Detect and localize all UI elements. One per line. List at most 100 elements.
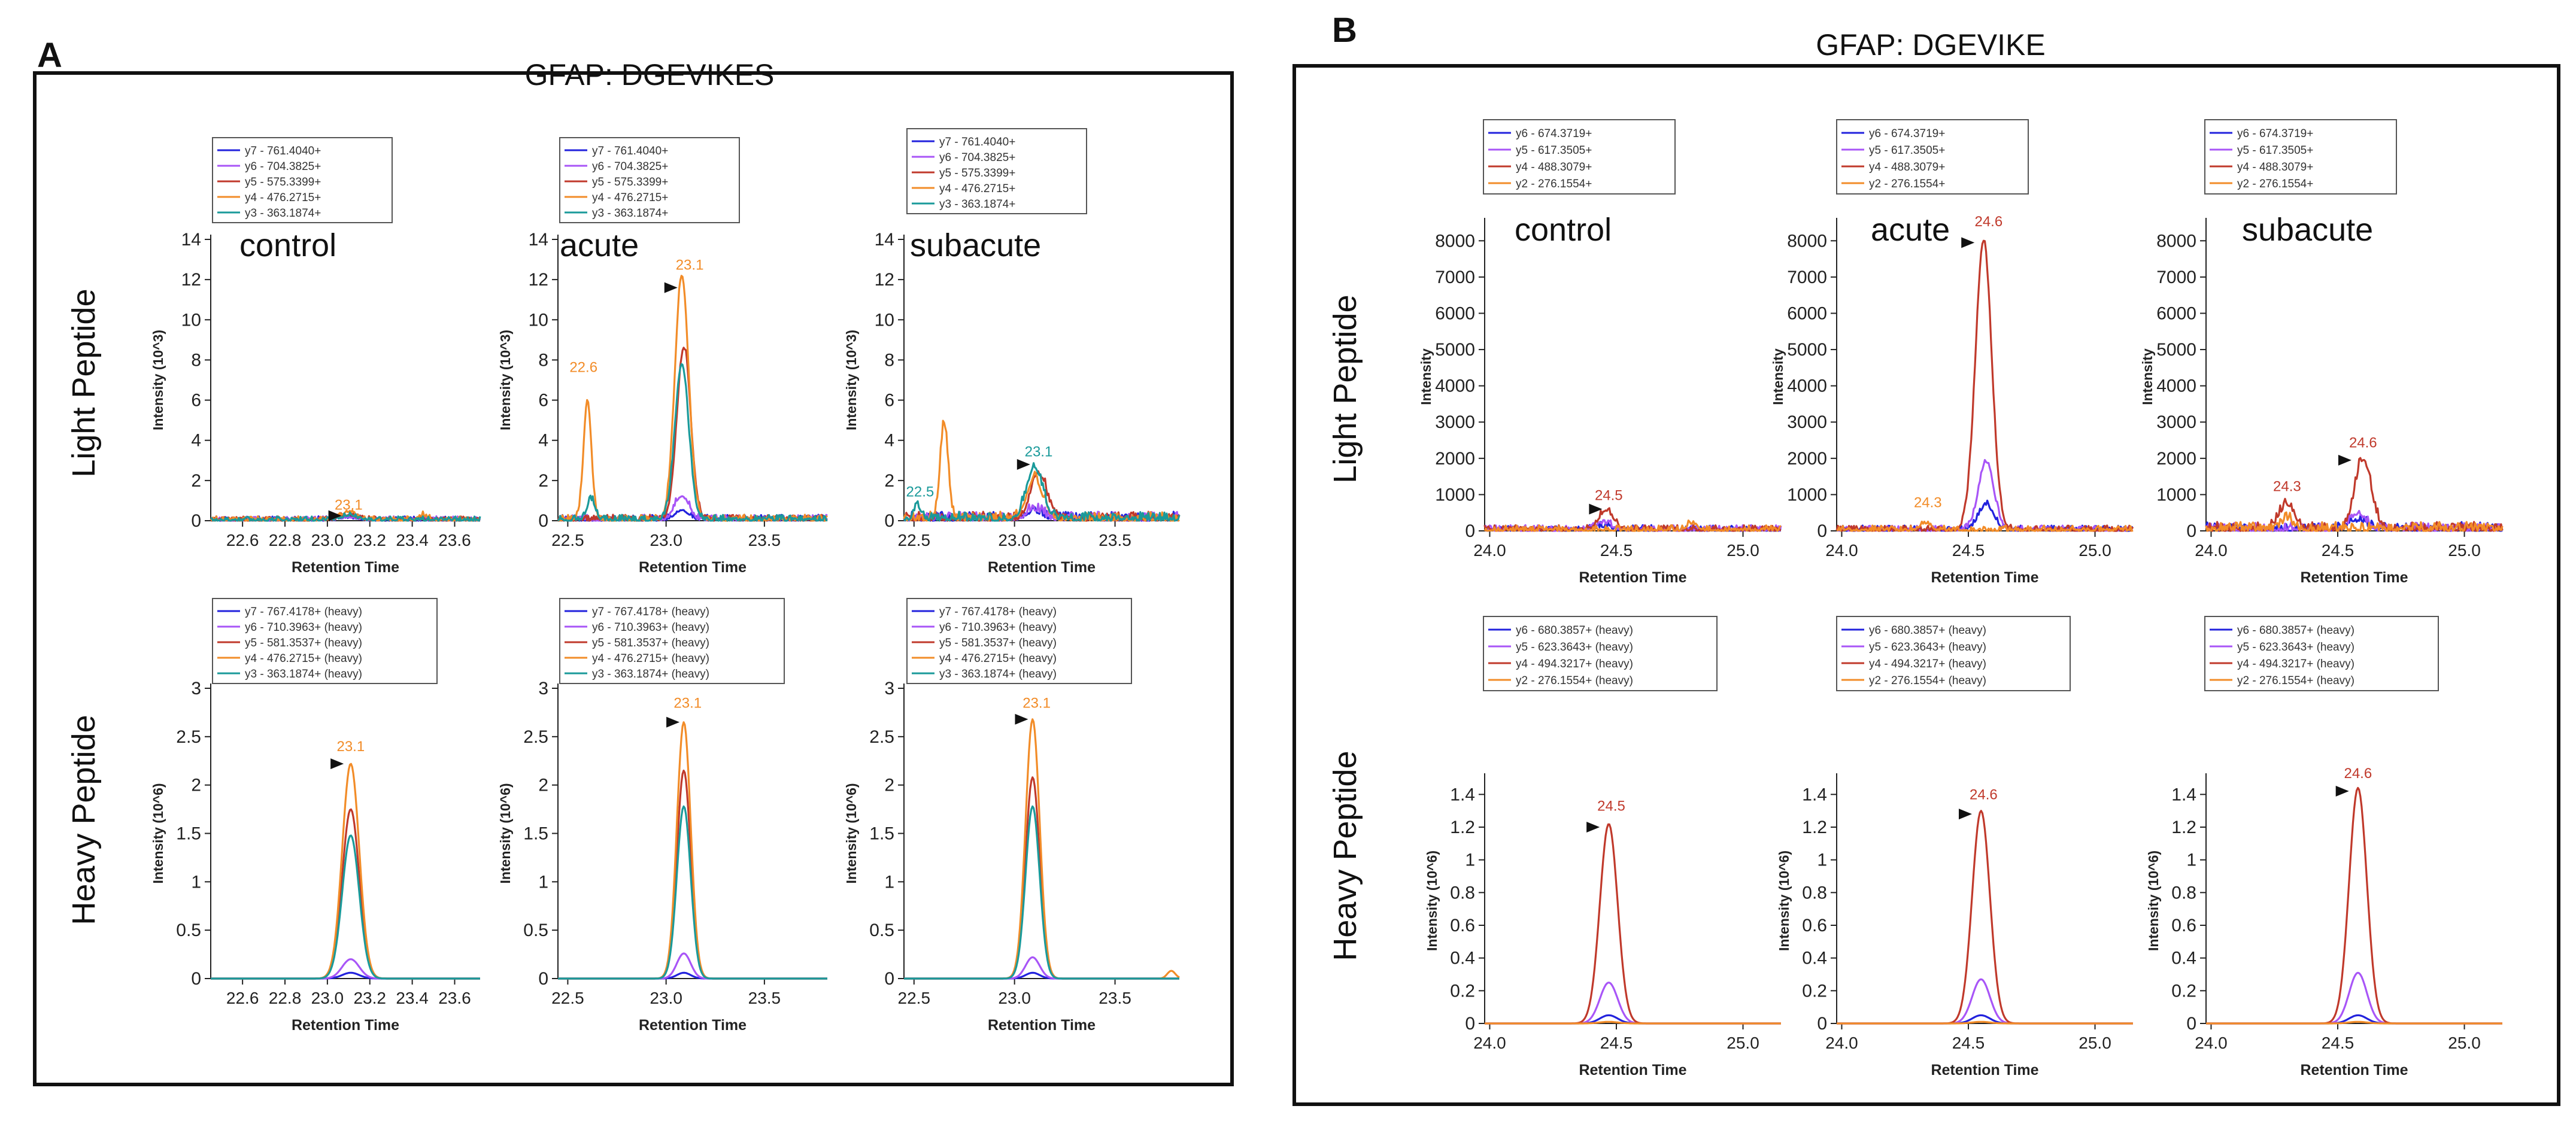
chromatogram-b-light-acute: y6 - 674.3719+ y5 - 617.3505+ y4 - 488.307… xyxy=(1770,119,2134,586)
legend-entry: y5 - 623.3643+ (heavy) xyxy=(1516,641,1633,654)
y-tick-label: 14 xyxy=(181,230,201,250)
row-label-light-a: Light Peptide xyxy=(66,288,102,477)
y-tick-label: 1.4 xyxy=(1450,785,1475,804)
y-tick-label: 12 xyxy=(529,270,548,290)
trace-y2 xyxy=(1836,520,2134,532)
x-tick-label: 23.4 xyxy=(396,531,429,549)
legend: y6 - 680.3857+ (heavy) y5 - 623.3643+ (he… xyxy=(1483,616,1718,691)
y-tick-label: 1 xyxy=(1465,850,1475,870)
y-tick-label: 0.2 xyxy=(1450,981,1475,1001)
x-axis-label: Retention Time xyxy=(988,559,1096,576)
x-tick-label: 25.0 xyxy=(2448,1034,2481,1052)
condition-label-b-acute: acute xyxy=(1871,212,1950,248)
y-tick-label: 1000 xyxy=(1435,485,1475,505)
y-tick-label: 4000 xyxy=(1787,376,1827,396)
legend-box xyxy=(559,598,785,684)
apex-marker xyxy=(2338,454,2352,466)
chromatogram-a-light-control: y7 - 761.4040+ y6 - 704.3825+ y5 - 575.339… xyxy=(150,137,481,576)
legend-box xyxy=(2204,119,2397,195)
legend-entry: y5 - 623.3643+ (heavy) xyxy=(1869,641,1986,654)
legend-entry: y3 - 363.1874+ (heavy) xyxy=(245,668,362,681)
panel-b-letter: B xyxy=(1332,11,1357,50)
y-tick-label: 3 xyxy=(884,679,894,698)
y-tick-label: 2 xyxy=(191,776,201,795)
x-axis-label: Retention Time xyxy=(2300,1062,2408,1079)
legend-entry: y6 - 680.3857+ (heavy) xyxy=(1516,624,1633,637)
legend-box xyxy=(559,137,740,223)
y-tick-label: 2000 xyxy=(1787,449,1827,469)
legend-entry: y7 - 767.4178+ (heavy) xyxy=(592,606,709,618)
y-axis-label: Intensity (10^6) xyxy=(1424,850,1440,951)
panel-b-title: GFAP: DGEVIKE xyxy=(1816,28,2045,62)
condition-label-a-control: control xyxy=(239,227,336,263)
legend: y7 - 761.4040+ y6 - 704.3825+ y5 - 575.339… xyxy=(906,128,1087,214)
peak-annotation: 24.5 xyxy=(1597,798,1625,815)
y-tick-label: 4000 xyxy=(2156,376,2196,396)
y-axis-label: Intensity xyxy=(1418,348,1434,405)
y-tick-label: 0.5 xyxy=(523,921,548,940)
apex-marker xyxy=(328,510,342,521)
legend-entry: y6 - 674.3719+ xyxy=(2237,127,2313,140)
x-tick-label: 23.5 xyxy=(748,531,781,549)
y-tick-label: 0.5 xyxy=(869,921,894,940)
chromatogram-a-heavy-subacute: y7 - 767.4178+ (heavy) y6 - 710.3963+ (he… xyxy=(844,598,1180,1034)
x-tick-label: 24.5 xyxy=(1600,541,1633,560)
y-tick-label: 12 xyxy=(181,270,201,290)
y-tick-label: 0.4 xyxy=(1802,949,1827,968)
chromatogram-a-light-subacute: y7 - 761.4040+ y6 - 704.3825+ y5 - 575.339… xyxy=(844,128,1181,576)
y-tick-label: 8000 xyxy=(2156,231,2196,251)
peak-annotation: 23.1 xyxy=(1025,444,1053,460)
legend-entry: y7 - 761.4040+ xyxy=(939,136,1015,148)
trace-y3 xyxy=(211,834,480,980)
legend-box xyxy=(1483,616,1718,691)
y-axis-label: Intensity (10^6) xyxy=(844,783,859,883)
x-tick-label: 22.6 xyxy=(226,531,259,549)
trace-y2 xyxy=(2205,511,2504,532)
legend-entry: y3 - 363.1874+ xyxy=(245,207,321,220)
y-tick-label: 2 xyxy=(884,776,894,795)
legend-entry: y5 - 575.3399+ xyxy=(245,176,321,189)
x-axis-label: Retention Time xyxy=(1579,1062,1686,1079)
x-axis-label: Retention Time xyxy=(292,559,399,576)
peak-annotation: 24.3 xyxy=(2273,478,2301,494)
y-tick-label: 3000 xyxy=(1787,412,1827,432)
legend-entry: y5 - 623.3643+ (heavy) xyxy=(2237,641,2354,654)
legend: y7 - 761.4040+ y6 - 704.3825+ y5 - 575.339… xyxy=(559,137,740,223)
y-tick-label: 6000 xyxy=(1435,303,1475,323)
chromatogram-b-heavy-control: y6 - 680.3857+ (heavy) y5 - 623.3643+ (he… xyxy=(1424,616,1781,1079)
y-tick-label: 3 xyxy=(538,679,548,698)
y-tick-label: 0 xyxy=(1465,521,1475,541)
legend-box xyxy=(2204,616,2439,691)
legend-entry: y4 - 476.2715+ xyxy=(245,192,321,204)
trace-y3 xyxy=(557,363,828,522)
legend-entry: y3 - 363.1874+ xyxy=(939,198,1015,211)
y-tick-label: 5000 xyxy=(1435,340,1475,360)
legend-entry: y4 - 476.2715+ (heavy) xyxy=(939,652,1057,665)
trace-y2 xyxy=(1837,1020,2133,1025)
y-tick-label: 2.5 xyxy=(176,727,201,747)
condition-label-b-control: control xyxy=(1515,212,1612,248)
panel-a-letter: A xyxy=(37,36,62,75)
x-tick-label: 24.5 xyxy=(1600,1034,1633,1052)
x-tick-label: 23.0 xyxy=(650,531,682,549)
legend-box xyxy=(1483,119,1676,195)
apex-marker xyxy=(1589,503,1603,515)
apex-marker xyxy=(2335,785,2349,797)
x-tick-label: 24.0 xyxy=(2195,1034,2228,1052)
trace-y2 xyxy=(1485,1020,1781,1025)
apex-marker xyxy=(1586,822,1600,833)
legend-box xyxy=(1836,119,2029,195)
x-tick-label: 25.0 xyxy=(1727,541,1759,560)
y-tick-label: 0.2 xyxy=(1802,981,1827,1001)
y-tick-label: 4 xyxy=(191,431,201,451)
x-tick-label: 22.8 xyxy=(269,531,302,549)
y-tick-label: 0 xyxy=(538,511,548,531)
y-tick-label: 3 xyxy=(191,679,201,698)
x-axis-label: Retention Time xyxy=(292,1017,399,1034)
legend-entry: y2 - 276.1554+ xyxy=(2237,178,2313,190)
legend-entry: y6 - 704.3825+ xyxy=(245,160,321,173)
y-tick-label: 3000 xyxy=(1435,412,1475,432)
legend-entry: y4 - 488.3079+ xyxy=(2237,161,2313,174)
